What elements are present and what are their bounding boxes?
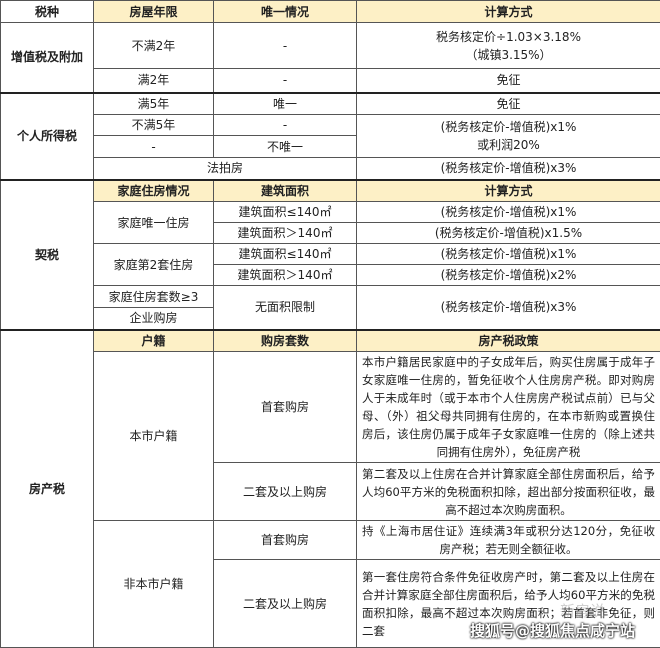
cell: 免征 — [357, 69, 660, 93]
table-row: 家庭唯一住房 建筑面积≤140㎡ (税务核定价-增值税)x1% — [1, 202, 660, 223]
table-row: 本市户籍 首套购房 本市户籍居民家庭中的子女成年后，购买住房属于成年子女家庭唯一… — [1, 352, 660, 463]
cell: 满2年 — [94, 69, 214, 93]
header-cell: 建筑面积 — [214, 180, 357, 202]
property-label: 房产税 — [1, 330, 94, 648]
cell: 家庭唯一住房 — [94, 202, 214, 244]
header-cell: 购房套数 — [214, 330, 357, 352]
table-row: 增值税及附加 不满2年 - 税务核定价÷1.03×3.18%（城镇3.15%） — [1, 23, 660, 69]
cell: 建筑面积＞140㎡ — [214, 223, 357, 244]
table-row: 家庭第2套住房 建筑面积≤140㎡ (税务核定价-增值税)x1% — [1, 244, 660, 265]
cell: (税务核定价-增值税)x1% — [357, 202, 660, 223]
cell: (税务核定价-增值税)x3% — [357, 286, 660, 330]
header-tax-type: 税种 — [1, 1, 94, 23]
table-row: 不满5年 - (税务核定价-增值税)x1%或利润20% — [1, 115, 660, 136]
cell: 不满5年 — [94, 115, 214, 136]
watermark: 搜狐号@搜狐焦点咸宁站 — [470, 620, 635, 641]
cell: 税务核定价÷1.03×3.18%（城镇3.15%） — [357, 23, 660, 69]
policy-text: 第二套及以上住房在合并计算家庭全部住房面积后，给予人均60平方米的免税面积扣除，… — [357, 463, 660, 521]
pit-label: 个人所得税 — [1, 93, 94, 180]
cell: 家庭第2套住房 — [94, 244, 214, 286]
property-header-row: 房产税 户籍 购房套数 房产税政策 — [1, 330, 660, 352]
header-cell: 计算方式 — [357, 180, 660, 202]
cell: 免征 — [357, 93, 660, 115]
cell: 建筑面积＞140㎡ — [214, 265, 357, 286]
vat-label: 增值税及附加 — [1, 23, 94, 93]
calc-line: 或利润20% — [361, 136, 656, 154]
cell: 本市户籍 — [94, 352, 214, 521]
header-cell: 户籍 — [94, 330, 214, 352]
table-row: 法拍房 (税务核定价-增值税)x3% — [1, 158, 660, 180]
policy-text: 本市户籍居民家庭中的子女成年后，购买住房属于成年子女家庭唯一住房的，暂免征收个人… — [357, 352, 660, 463]
cell: (税务核定价-增值税)x3% — [357, 158, 660, 180]
calc-line: 税务核定价÷1.03×3.18% — [361, 28, 656, 46]
cell: 法拍房 — [94, 158, 357, 180]
cell: 无面积限制 — [214, 286, 357, 330]
table-row: 非本市户籍 首套购房 持《上海市居住证》连续满3年或积分达120分，免征收房产税… — [1, 521, 660, 560]
cell: (税务核定价-增值税)x1%或利润20% — [357, 115, 660, 158]
calc-line: （城镇3.15%） — [361, 46, 656, 64]
deed-label: 契税 — [1, 180, 94, 330]
header-calc: 计算方式 — [357, 1, 660, 23]
cell: 建筑面积≤140㎡ — [214, 202, 357, 223]
cell: 建筑面积≤140㎡ — [214, 244, 357, 265]
cell: 非本市户籍 — [94, 521, 214, 648]
calc-line: (税务核定价-增值税)x1% — [361, 118, 656, 136]
cell: 不唯一 — [214, 136, 357, 158]
policy-text: 持《上海市居住证》连续满3年或积分达120分，免征收房产税；若无则全额征收。 — [357, 521, 660, 560]
header-cell: 房产税政策 — [357, 330, 660, 352]
cell: - — [214, 23, 357, 69]
header-years: 房屋年限 — [94, 1, 214, 23]
header-unique: 唯一情况 — [214, 1, 357, 23]
cell: - — [214, 115, 357, 136]
cell: 满5年 — [94, 93, 214, 115]
cell: 不满2年 — [94, 23, 214, 69]
cell: 企业购房 — [94, 308, 214, 330]
table-row: 满2年 - 免征 — [1, 69, 660, 93]
header-cell: 家庭住房情况 — [94, 180, 214, 202]
cell: (税务核定价-增值税)x1% — [357, 244, 660, 265]
header-row: 税种 房屋年限 唯一情况 计算方式 — [1, 1, 660, 23]
table-row: 个人所得税 满5年 唯一 免征 — [1, 93, 660, 115]
cell: 首套购房 — [214, 521, 357, 560]
cell: - — [94, 136, 214, 158]
cell: 唯一 — [214, 93, 357, 115]
cell: - — [214, 69, 357, 93]
cell: (税务核定价-增值税)x2% — [357, 265, 660, 286]
cell: 家庭住房套数≥3 — [94, 286, 214, 308]
faint-watermark: 新房说 — [560, 600, 605, 621]
deed-header-row: 契税 家庭住房情况 建筑面积 计算方式 — [1, 180, 660, 202]
cell: (税务核定价-增值税)x1.5% — [357, 223, 660, 244]
table-row: 家庭住房套数≥3 无面积限制 (税务核定价-增值税)x3% — [1, 286, 660, 308]
cell: 二套及以上购房 — [214, 463, 357, 521]
cell: 首套购房 — [214, 352, 357, 463]
cell: 二套及以上购房 — [214, 560, 357, 648]
